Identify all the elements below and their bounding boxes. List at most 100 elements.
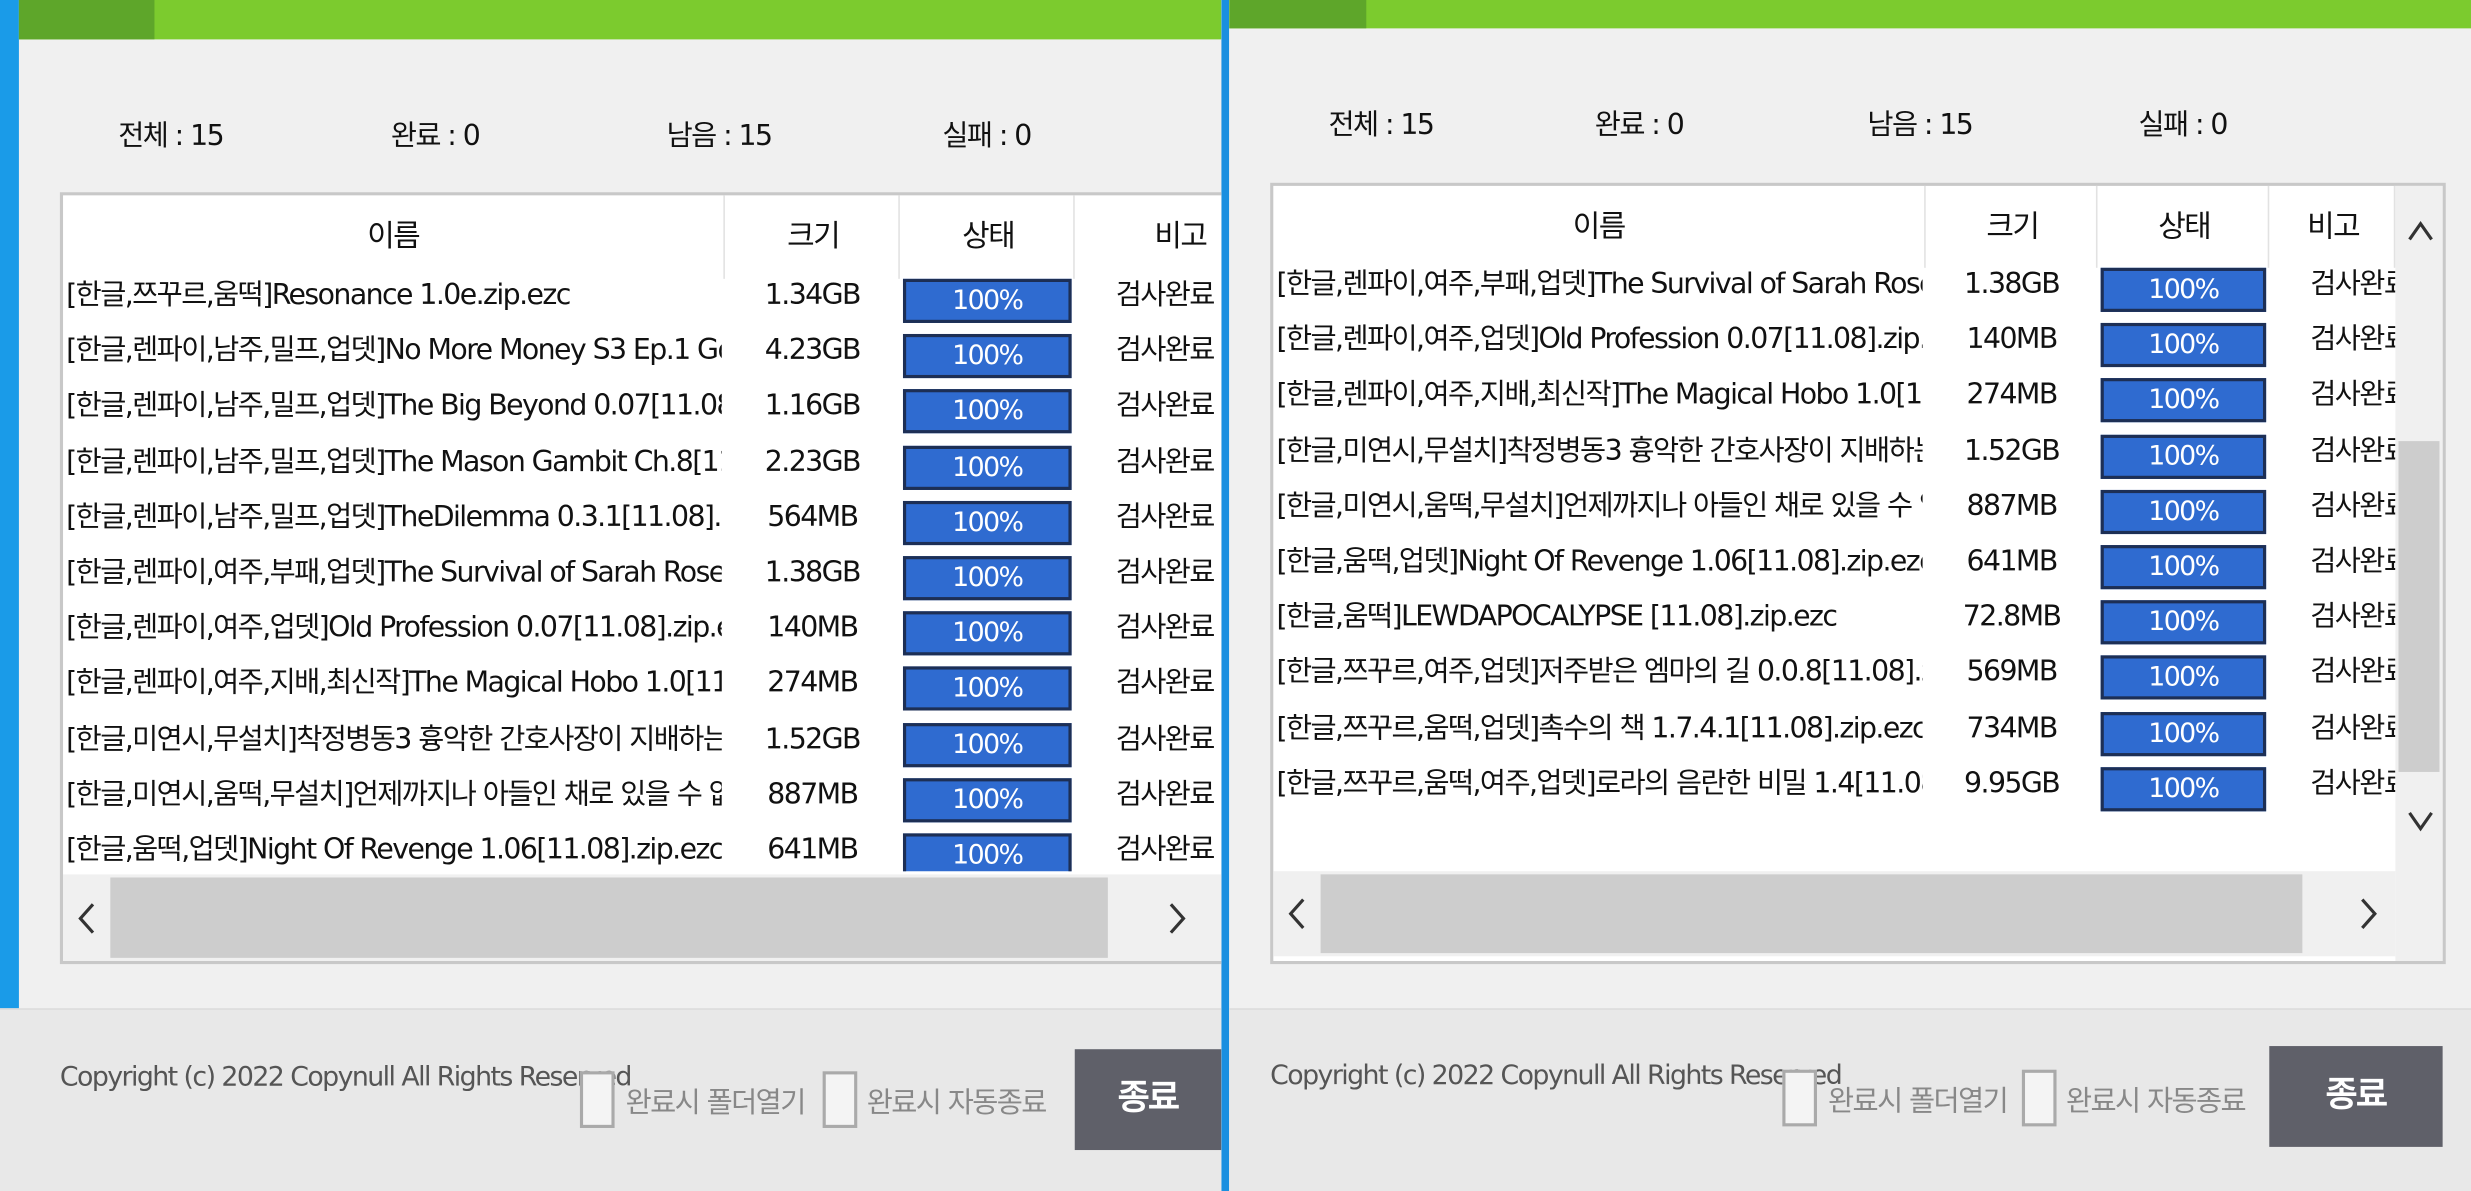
- status-bar: 100%: [902, 777, 1072, 823]
- file-name: [한글,렌파이,여주,지배,최신작]The Magical Hobo 1.0[1…: [1276, 378, 1922, 412]
- status-bar: 100%: [902, 278, 1072, 323]
- stat-label: 실패 : 0: [942, 119, 1031, 153]
- status-text: 100%: [952, 728, 1024, 761]
- note: 검사완료: [1115, 278, 1216, 312]
- checkbox[interactable]: [1782, 1069, 1818, 1127]
- status-bar: 100%: [2100, 434, 2267, 479]
- table-body: [한글,쯔꾸르,움떡]Resonance 1.0e.zip.ezc 1.34GB 1…: [63, 276, 1221, 872]
- note: 검사완료: [1115, 389, 1216, 423]
- checkbox[interactable]: [822, 1071, 858, 1128]
- status-bar: 100%: [2100, 378, 2267, 423]
- file-name: [한글,미연시,움떡,무설치]언제까지나 아들인 채로 있을 수 없어: [66, 777, 722, 812]
- note: 검사완료: [1115, 445, 1216, 479]
- h-scroll-thumb[interactable]: [1320, 874, 2303, 954]
- stat-label: 완료 : 0: [390, 119, 480, 153]
- file-name: [한글,미연시,움떡,무설치]언제까지나 아들인 채로 있을 수 없어: [1276, 489, 1923, 523]
- file-name: [한글,렌파이,남주,밀프,업뎃]The Big Beyond 0.07[11.…: [66, 389, 722, 423]
- window-border: [0, 0, 19, 1191]
- copyright: Copyright (c) 2022 Copynull All Rights R…: [59, 1061, 631, 1094]
- table-body: [한글,렌파이,여주,부패,업뎃]The Survival of Sarah R…: [1273, 265, 2395, 872]
- column-header: 상태: [2101, 185, 2270, 268]
- panel: 전체 : 15 완료 : 0 남음 : 15 실패 : 0 이름 크기 상태 비고 [한글,쯔꾸…: [0, 0, 1222, 1191]
- status-text: 100%: [952, 562, 1024, 594]
- stat-label: 실패 : 0: [2138, 108, 2227, 142]
- scroll-right[interactable]: [2353, 895, 2385, 933]
- panel: 전체 : 15 완료 : 0 남음 : 15 실패 : 0 이름 크기 상태 비고 [한글,렌파…: [1229, 0, 2471, 1191]
- close-button[interactable]: 종료: [2269, 1046, 2443, 1147]
- arrow-icon: [78, 902, 95, 933]
- scroll-up[interactable]: [2405, 214, 2437, 252]
- scroll-left[interactable]: [1281, 895, 1313, 933]
- scroll-down[interactable]: [2405, 800, 2437, 838]
- status-bar: 100%: [902, 833, 1072, 872]
- status-text: 100%: [2148, 440, 2220, 472]
- status-text: 100%: [952, 839, 1024, 872]
- note: 검사완료: [2310, 267, 2395, 301]
- status-bar: 100%: [902, 667, 1072, 712]
- note: 검사완료: [2310, 323, 2395, 357]
- arrow-icon: [1169, 902, 1186, 933]
- progress-top-done: [1229, 0, 1367, 29]
- checkbox-label: 완료시 폴더열기: [1828, 1085, 2008, 1119]
- checkbox[interactable]: [579, 1071, 615, 1128]
- status-text: 100%: [2148, 274, 2220, 306]
- footer-bg: [1229, 1008, 2471, 1191]
- file-name: [한글,움떡,업뎃]Night Of Revenge 1.06[11.08].z…: [66, 833, 722, 867]
- status-bar: 100%: [2100, 600, 2267, 645]
- file-size: 641MB: [767, 833, 859, 867]
- scroll-left[interactable]: [71, 899, 103, 937]
- checkbox[interactable]: [2021, 1069, 2057, 1127]
- status-text: 100%: [2148, 329, 2220, 362]
- note: 검사완료: [2310, 378, 2395, 412]
- status-bar: 100%: [2100, 766, 2267, 812]
- note: 검사완료: [1115, 556, 1216, 590]
- note: 검사완료: [2310, 434, 2395, 468]
- file-size: 887MB: [767, 777, 859, 812]
- column-header: 비고: [2272, 185, 2396, 268]
- h-scroll-thumb[interactable]: [110, 877, 1108, 958]
- status-text: 100%: [952, 451, 1024, 484]
- note: 검사완료: [1115, 611, 1216, 645]
- close-button[interactable]: 종료: [1074, 1049, 1222, 1151]
- status-text: 100%: [952, 784, 1024, 816]
- column-header: 이름: [63, 195, 725, 279]
- file-size: 72.8MB: [1962, 600, 2062, 634]
- status-text: 100%: [952, 396, 1024, 428]
- scroll-right[interactable]: [1161, 899, 1193, 937]
- stat-label: 전체 : 15: [118, 119, 224, 153]
- status-text: 100%: [952, 285, 1024, 317]
- status-bar: 100%: [902, 611, 1072, 656]
- column-header: 비고: [1078, 195, 1221, 278]
- arrow-icon: [2408, 812, 2433, 832]
- file-name: [한글,렌파이,여주,부패,업뎃]The Survival of Sarah R…: [66, 556, 722, 590]
- file-size: 9.95GB: [1964, 766, 2061, 800]
- status-text: 100%: [2148, 606, 2220, 639]
- file-size: 1.52GB: [1964, 434, 2061, 468]
- file-size: 887MB: [1966, 489, 2059, 523]
- file-name: [한글,움떡,업뎃]Night Of Revenge 1.06[11.08].z…: [1276, 545, 1923, 579]
- stat-label: 완료 : 0: [1594, 108, 1684, 142]
- column-header: 크기: [1929, 185, 2098, 268]
- status-bar: 100%: [2100, 711, 2267, 756]
- status-text: 100%: [2148, 551, 2220, 583]
- note: 검사완료: [1115, 500, 1216, 534]
- status-bar: 100%: [902, 334, 1072, 379]
- status-text: 100%: [2148, 717, 2220, 750]
- file-size: 274MB: [767, 667, 859, 701]
- checkbox-label: 완료시 폴더열기: [625, 1087, 805, 1121]
- column-header: 상태: [903, 195, 1075, 279]
- file-name: [한글,쯔꾸르,여주,업뎃]저주받은 엠마의 길 0.0.8[11.08].zi…: [1276, 655, 1922, 690]
- column-header: 크기: [728, 195, 900, 279]
- note: 검사완료: [2310, 711, 2395, 745]
- file-size: 2.23GB: [764, 445, 862, 479]
- v-scroll-thumb[interactable]: [2398, 441, 2440, 772]
- file-size: 4.23GB: [764, 334, 862, 368]
- stat-label: 남음 : 15: [1867, 108, 1973, 142]
- file-size: 564MB: [767, 500, 859, 534]
- status-bar: 100%: [2100, 489, 2267, 534]
- status-text: 100%: [952, 617, 1024, 650]
- note: 검사완료: [1115, 334, 1216, 368]
- column-header: 이름: [1273, 185, 1926, 268]
- file-name: [한글,미연시,무설치]착정병동3 흉악한 간호사장이 지배하는 병: [1276, 434, 1923, 468]
